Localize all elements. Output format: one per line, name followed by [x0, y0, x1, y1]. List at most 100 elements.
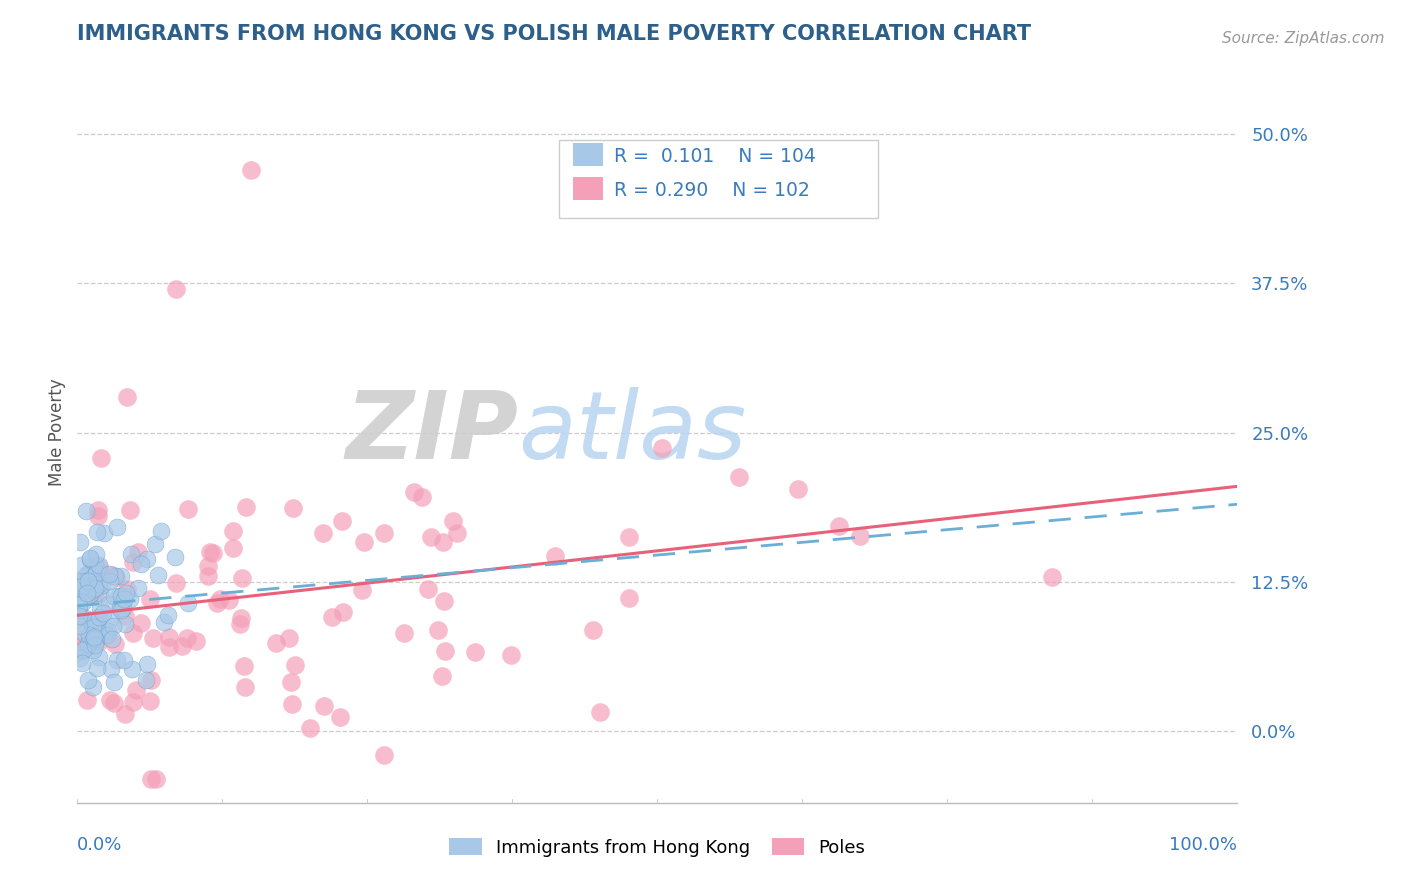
- Point: [153, 615, 176, 630]
- Point: [83, 587, 105, 601]
- Point: [208, 592, 231, 607]
- Text: R = 0.290    N = 102: R = 0.290 N = 102: [614, 181, 810, 200]
- Point: [353, 535, 375, 549]
- Point: [103, 637, 125, 651]
- Text: ZIP: ZIP: [346, 386, 517, 479]
- Point: [67, 598, 90, 612]
- Point: [77, 673, 100, 688]
- Point: [76, 567, 98, 582]
- Point: [76, 586, 98, 600]
- Point: [233, 680, 256, 694]
- Point: [77, 637, 100, 651]
- Point: [69, 632, 91, 646]
- Point: [651, 441, 673, 455]
- Point: [619, 591, 641, 605]
- Point: [103, 696, 125, 710]
- Point: [430, 669, 453, 683]
- Text: R =  0.101    N = 104: R = 0.101 N = 104: [614, 147, 817, 166]
- Point: [76, 574, 98, 588]
- Point: [139, 772, 162, 786]
- Point: [172, 639, 194, 653]
- Point: [104, 569, 127, 583]
- Point: [433, 644, 456, 658]
- Point: [86, 661, 108, 675]
- Point: [129, 557, 152, 571]
- Point: [70, 574, 93, 589]
- Point: [93, 606, 115, 620]
- Point: [87, 649, 110, 664]
- Point: [76, 583, 98, 598]
- Point: [84, 638, 107, 652]
- Point: [84, 566, 107, 581]
- Point: [432, 534, 454, 549]
- Point: [112, 653, 135, 667]
- Point: [107, 590, 129, 604]
- Point: [124, 683, 146, 698]
- Point: [67, 609, 90, 624]
- Point: [416, 582, 439, 597]
- Point: [67, 639, 90, 653]
- Point: [112, 592, 135, 607]
- Point: [115, 586, 138, 600]
- Point: [115, 390, 138, 404]
- Point: [75, 504, 97, 518]
- Point: [329, 710, 352, 724]
- Point: [165, 282, 187, 296]
- Point: [84, 633, 107, 648]
- Point: [283, 501, 305, 516]
- Point: [122, 695, 145, 709]
- Point: [67, 611, 90, 625]
- Point: [70, 656, 93, 670]
- Point: [138, 693, 160, 707]
- Point: [127, 581, 149, 595]
- Point: [66, 646, 89, 660]
- Text: IMMIGRANTS FROM HONG KONG VS POLISH MALE POVERTY CORRELATION CHART: IMMIGRANTS FROM HONG KONG VS POLISH MALE…: [77, 24, 1032, 45]
- Point: [82, 620, 104, 634]
- Point: [231, 611, 253, 625]
- Point: [284, 657, 307, 672]
- Point: [89, 585, 111, 599]
- Point: [122, 625, 145, 640]
- Point: [218, 593, 240, 607]
- Point: [82, 582, 104, 597]
- Point: [135, 673, 157, 688]
- Point: [112, 601, 135, 615]
- Point: [392, 626, 415, 640]
- Point: [231, 571, 253, 585]
- Point: [145, 772, 167, 786]
- Point: [84, 581, 107, 595]
- Point: [101, 619, 124, 633]
- Point: [165, 576, 187, 591]
- Point: [101, 568, 124, 582]
- Point: [98, 612, 121, 626]
- Point: [222, 524, 245, 539]
- Point: [98, 693, 121, 707]
- Point: [90, 450, 112, 465]
- Point: [105, 653, 128, 667]
- Point: [103, 589, 125, 603]
- Point: [828, 519, 851, 533]
- Point: [110, 590, 132, 604]
- Text: Source: ZipAtlas.com: Source: ZipAtlas.com: [1222, 31, 1385, 46]
- Point: [101, 632, 124, 646]
- Point: [87, 577, 110, 591]
- Point: [86, 525, 108, 540]
- Point: [118, 503, 141, 517]
- Text: atlas: atlas: [517, 387, 747, 478]
- Point: [280, 697, 302, 711]
- Point: [100, 662, 122, 676]
- Point: [176, 631, 198, 645]
- Point: [84, 547, 107, 561]
- Point: [104, 570, 127, 584]
- Point: [73, 625, 96, 640]
- Point: [141, 673, 163, 687]
- Point: [75, 569, 97, 583]
- Point: [70, 579, 93, 593]
- Point: [73, 578, 96, 592]
- Y-axis label: Male Poverty: Male Poverty: [48, 379, 66, 486]
- Point: [82, 680, 104, 694]
- Point: [72, 643, 94, 657]
- Point: [73, 610, 96, 624]
- Point: [280, 675, 302, 690]
- Point: [82, 632, 104, 647]
